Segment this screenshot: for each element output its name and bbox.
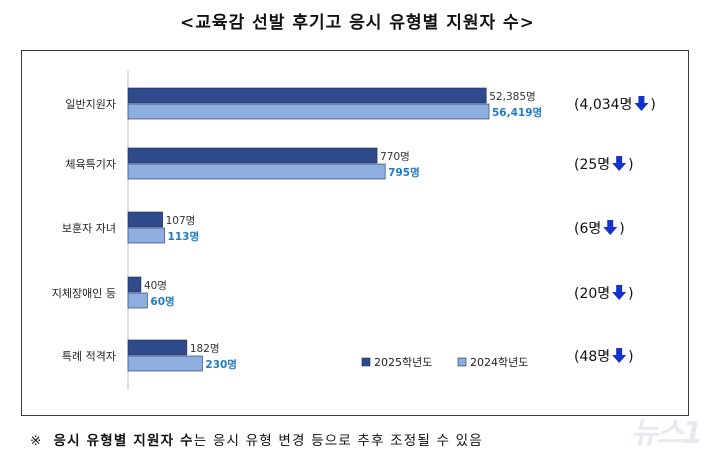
down-arrow-icon xyxy=(603,220,618,235)
down-arrow-icon xyxy=(612,348,627,363)
legend-swatch xyxy=(361,357,371,367)
bar-2025 xyxy=(127,147,378,164)
difference-close-paren: ) xyxy=(628,349,633,365)
legend-label: 2024학년도 xyxy=(470,356,528,369)
watermark-logo: 뉴스1 xyxy=(630,416,703,451)
data-label: 56,419명 xyxy=(492,106,542,119)
bar-2025 xyxy=(127,87,487,104)
bar-2024 xyxy=(127,292,148,309)
value-labels: 52,385명 56,419명 770명 795명 107명 113명 40명 60명 182명… xyxy=(144,91,542,371)
data-label: 182명 xyxy=(190,343,220,355)
data-label: 113명 xyxy=(168,230,200,243)
category-label: 체육특기자 xyxy=(65,158,116,171)
difference-close-paren: ) xyxy=(619,221,624,237)
difference-label: (4,034명 xyxy=(574,97,632,113)
chart-title: <교육감 선발 후기고 응시 유형별 지원자 수> xyxy=(180,13,535,33)
legend-swatch xyxy=(457,357,467,367)
chart-frame xyxy=(21,50,689,416)
category-label: 보훈자 자녀 xyxy=(62,222,116,235)
footnote-rest: 는 응시 유형 변경 등으로 추후 조정될 수 있음 xyxy=(193,433,483,449)
data-label: 52,385명 xyxy=(489,91,535,103)
legend: 2025학년도 2024학년도 xyxy=(361,356,528,369)
bar-2025 xyxy=(127,211,163,228)
difference-close-paren: ) xyxy=(650,97,655,113)
difference-labels: (4,034명) (25명) (6명) (20명) (48명) xyxy=(574,96,656,365)
difference-label: (20명 xyxy=(574,286,610,302)
bar-2024 xyxy=(127,103,490,120)
difference-label: (6명 xyxy=(574,221,601,237)
data-label: 770명 xyxy=(380,151,410,163)
bar-2025 xyxy=(127,339,188,356)
data-label: 60명 xyxy=(150,295,174,308)
down-arrow-icon xyxy=(634,96,649,111)
data-label: 795명 xyxy=(388,166,420,179)
category-label: 지체장애인 등 xyxy=(52,287,116,300)
footnote-mark: ※ xyxy=(30,433,43,449)
bar-2024 xyxy=(127,355,203,372)
down-arrow-icon xyxy=(612,285,627,300)
difference-label: (25명 xyxy=(574,157,610,173)
bar-2025 xyxy=(127,276,142,293)
bars xyxy=(127,87,490,372)
data-label: 230명 xyxy=(205,358,237,371)
bar-2024 xyxy=(127,227,165,244)
difference-close-paren: ) xyxy=(628,157,633,173)
footnote-bold: 응시 유형별 지원자 수 xyxy=(53,433,194,449)
footnote: ※ 응시 유형별 지원자 수는 응시 유형 변경 등으로 추후 조정될 수 있음 xyxy=(30,429,483,449)
difference-close-paren: ) xyxy=(628,286,633,302)
difference-label: (48명 xyxy=(574,349,610,365)
data-label: 107명 xyxy=(166,215,196,227)
bar-2024 xyxy=(127,163,386,180)
category-label: 일반지원자 xyxy=(65,97,116,111)
category-label: 특례 적격자 xyxy=(62,350,116,363)
down-arrow-icon xyxy=(612,156,627,171)
data-label: 40명 xyxy=(144,280,167,292)
legend-label: 2025학년도 xyxy=(374,356,432,369)
